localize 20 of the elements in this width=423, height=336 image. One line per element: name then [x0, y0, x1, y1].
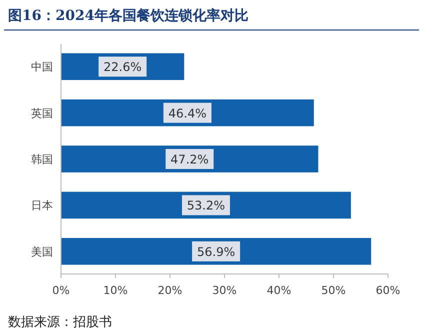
bar [61, 192, 351, 219]
x-tick-label: 20% [158, 284, 182, 297]
y-tick-label: 韩国 [31, 153, 53, 166]
data-label: 53.2% [186, 198, 226, 213]
y-tick-label: 美国 [31, 245, 53, 258]
x-tick-label: 60% [376, 284, 400, 297]
data-label: 56.9% [196, 244, 236, 259]
x-tick-label: 40% [266, 284, 292, 297]
chart-title: 图16：2024年各国餐饮连锁化率对比 [8, 7, 248, 24]
y-tick-label: 中国 [31, 60, 53, 74]
source-note: 数据来源：招股书 [8, 315, 112, 330]
y-tick-label: 日本 [31, 199, 53, 212]
y-tick-label: 英国 [31, 106, 53, 120]
x-tick-label: 10% [103, 284, 128, 297]
data-label: 47.2% [170, 152, 209, 166]
x-tick-label: 0% [52, 284, 70, 297]
x-tick-label: 50% [321, 284, 346, 297]
x-tick-label: 30% [212, 284, 237, 297]
data-label: 22.6% [104, 60, 142, 74]
data-label: 46.4% [168, 106, 207, 120]
